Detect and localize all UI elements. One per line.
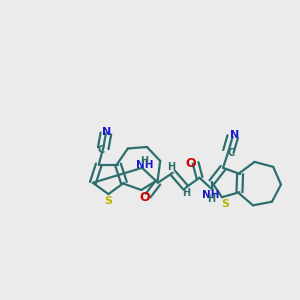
Text: C: C	[97, 145, 104, 155]
Text: H: H	[167, 162, 176, 172]
Text: H: H	[182, 188, 190, 198]
Text: H: H	[207, 194, 215, 204]
Text: NH: NH	[136, 160, 154, 170]
Text: NH: NH	[202, 190, 220, 200]
Text: O: O	[185, 157, 196, 170]
Text: S: S	[221, 199, 229, 209]
Text: S: S	[104, 196, 112, 206]
Text: C: C	[227, 148, 234, 158]
Text: N: N	[102, 127, 111, 137]
Text: H: H	[140, 156, 148, 166]
Text: N: N	[230, 130, 239, 140]
Text: O: O	[140, 190, 150, 204]
